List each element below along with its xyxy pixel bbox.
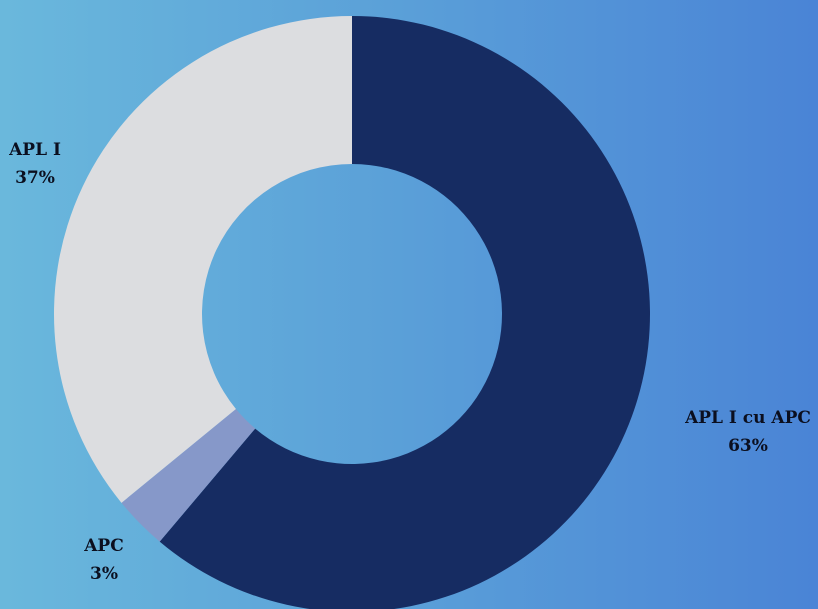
- slice-name: APL I cu APC: [685, 408, 811, 428]
- slice-label-apl-i: APL I 37%: [0, 136, 70, 192]
- slice-value: 63%: [728, 436, 768, 456]
- slice-label-apl-i-cu-apc: APL I cu APC 63%: [668, 404, 818, 460]
- slice-apc: [121, 409, 256, 542]
- slice-label-apc: APC 3%: [64, 532, 144, 588]
- slice-name: APL I: [9, 140, 61, 160]
- slice-apl-i: [53, 16, 352, 503]
- slice-apl-i-cu-apc: [159, 16, 650, 609]
- slice-value: 3%: [90, 564, 118, 584]
- slice-name: APC: [84, 536, 124, 556]
- slice-value: 37%: [15, 168, 55, 188]
